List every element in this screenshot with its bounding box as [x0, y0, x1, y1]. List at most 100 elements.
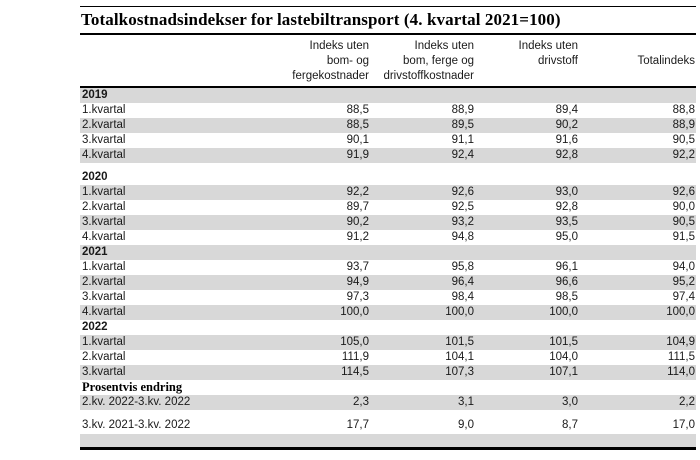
column-header-index-ex-fuel: Indeks uten drivstoff	[518, 40, 578, 67]
cell-value: 92,2	[672, 149, 695, 161]
table-row: 2.kvartal 88,5 89,5 90,2 88,9	[80, 118, 696, 133]
column-header-row: Indeks uten bom- og fergekostnader Indek…	[80, 35, 696, 86]
cell-value	[370, 245, 475, 260]
cell-value: 88,5	[346, 104, 369, 116]
table-row: 3.kvartal 90,2 93,2 93,5 90,5	[80, 215, 696, 230]
row-label: 2.kvartal	[82, 351, 126, 363]
row-label: 2.kv. 2022-3.kv. 2022	[82, 396, 191, 408]
year-header-row: 2020	[80, 170, 696, 185]
cell-value	[579, 245, 696, 260]
table-row: 2.kv. 2022-3.kv. 2022 2,3 3,1 3,0 2,2	[80, 395, 696, 410]
row-label: 4.kvartal	[82, 149, 126, 161]
cell-value	[579, 88, 696, 103]
cell-value: 92,8	[555, 149, 578, 161]
cell-value: 89,7	[346, 201, 369, 213]
row-label: 2.kvartal	[82, 201, 126, 213]
cell-value: 94,8	[451, 231, 474, 243]
row-label: 1.kvartal	[82, 261, 126, 273]
top-rule	[80, 6, 696, 7]
cell-value	[475, 88, 579, 103]
table-row: 1.kvartal 88,5 88,9 89,4 88,8	[80, 103, 696, 118]
row-label: 1.kvartal	[82, 104, 126, 116]
cell-value: 97,3	[346, 291, 369, 303]
cell-value: 94,9	[346, 276, 369, 288]
cell-value: 92,6	[672, 186, 695, 198]
cell-value: 98,5	[555, 291, 578, 303]
cell-value	[370, 170, 475, 185]
row-label: 3.kvartal	[82, 134, 126, 146]
table-row: 2.kvartal 94,9 96,4 96,6 95,2	[80, 275, 696, 290]
cell-value	[370, 88, 475, 103]
cell-value: 92,4	[451, 149, 474, 161]
cell-value: 91,5	[672, 231, 695, 243]
table-row: 3.kvartal 97,3 98,4 98,5 97,4	[80, 290, 696, 305]
row-label: 2020	[82, 171, 108, 183]
table-row: 4.kvartal 91,9 92,4 92,8 92,2	[80, 148, 696, 163]
row-label: 4.kvartal	[82, 231, 126, 243]
cell-value: 101,5	[445, 336, 474, 348]
column-header-total-index: Totalindeks	[637, 55, 695, 67]
cell-value: 107,3	[445, 366, 474, 378]
cell-value: 95,8	[451, 261, 474, 273]
table-row: 1.kvartal 92,2 92,6 93,0 92,6	[80, 185, 696, 200]
cell-value: 104,1	[445, 351, 474, 363]
cell-value: 90,0	[672, 201, 695, 213]
cell-value: 90,5	[672, 134, 695, 146]
cell-value: 93,2	[451, 216, 474, 228]
cell-value	[280, 245, 370, 260]
cell-value: 91,1	[451, 134, 474, 146]
cell-value	[475, 245, 579, 260]
cell-value: 96,1	[555, 261, 578, 273]
cell-value: 92,6	[451, 186, 474, 198]
cell-value: 17,0	[672, 419, 695, 431]
row-label: 2.kvartal	[82, 119, 126, 131]
statistics-table: Totalkostnadsindekser for lastebiltransp…	[80, 6, 696, 450]
table-body: 2019 1.kvartal 88,5 88,9 89,4 88,8 2.kvartal 88…	[80, 88, 696, 447]
bottom-rule	[80, 447, 696, 450]
cell-value: 88,9	[672, 119, 695, 131]
cell-value: 114,0	[667, 366, 695, 378]
cell-value: 92,8	[555, 201, 578, 213]
cell-value: 100,0	[340, 306, 369, 318]
cell-value	[475, 380, 579, 395]
cell-value	[475, 320, 579, 335]
cell-value: 114,5	[341, 366, 369, 378]
cell-value: 101,5	[549, 336, 578, 348]
row-label: 3.kvartal	[82, 366, 126, 378]
cell-value: 92,5	[451, 201, 474, 213]
column-header-index-ex-toll-ferry-fuel: Indeks uten bom, ferge og drivstoffkostn…	[383, 40, 474, 82]
row-label: 1.kvartal	[82, 186, 126, 198]
cell-value	[370, 320, 475, 335]
year-header-row: 2021	[80, 245, 696, 260]
table-row: 3.kvartal 114,5 107,3 107,1 114,0	[80, 365, 696, 380]
cell-value: 95,2	[672, 276, 695, 288]
cell-value: 91,9	[346, 149, 369, 161]
cell-value: 3,1	[458, 396, 474, 408]
cell-value: 8,7	[562, 419, 578, 431]
cell-value: 88,9	[451, 104, 474, 116]
cell-value: 104,0	[549, 351, 578, 363]
year-header-row: 2022	[80, 320, 696, 335]
row-label: 1.kvartal	[82, 336, 126, 348]
table-row: 4.kvartal 91,2 94,8 95,0 91,5	[80, 230, 696, 245]
cell-value: 104,9	[666, 336, 695, 348]
cell-value: 91,2	[346, 231, 369, 243]
cell-value	[280, 170, 370, 185]
cell-value: 17,7	[346, 419, 369, 431]
cell-value: 107,1	[549, 366, 578, 378]
cell-value: 89,4	[555, 104, 578, 116]
row-label: 2019	[82, 89, 108, 101]
cell-value: 88,8	[672, 104, 695, 116]
cell-value: 88,5	[346, 119, 369, 131]
cell-value: 91,6	[555, 134, 578, 146]
table-row: 1.kvartal 105,0 101,5 101,5 104,9	[80, 335, 696, 350]
cell-value: 100,0	[445, 306, 474, 318]
row-label: 3.kvartal	[82, 216, 126, 228]
cell-value: 89,5	[451, 119, 474, 131]
table-title: Totalkostnadsindekser for lastebiltransp…	[81, 10, 561, 29]
row-label: 3.kvartal	[82, 291, 126, 303]
cell-value: 94,0	[672, 261, 695, 273]
table-row: 2.kvartal 89,7 92,5 92,8 90,0	[80, 200, 696, 215]
cell-value	[579, 170, 696, 185]
title-underline	[80, 33, 696, 35]
